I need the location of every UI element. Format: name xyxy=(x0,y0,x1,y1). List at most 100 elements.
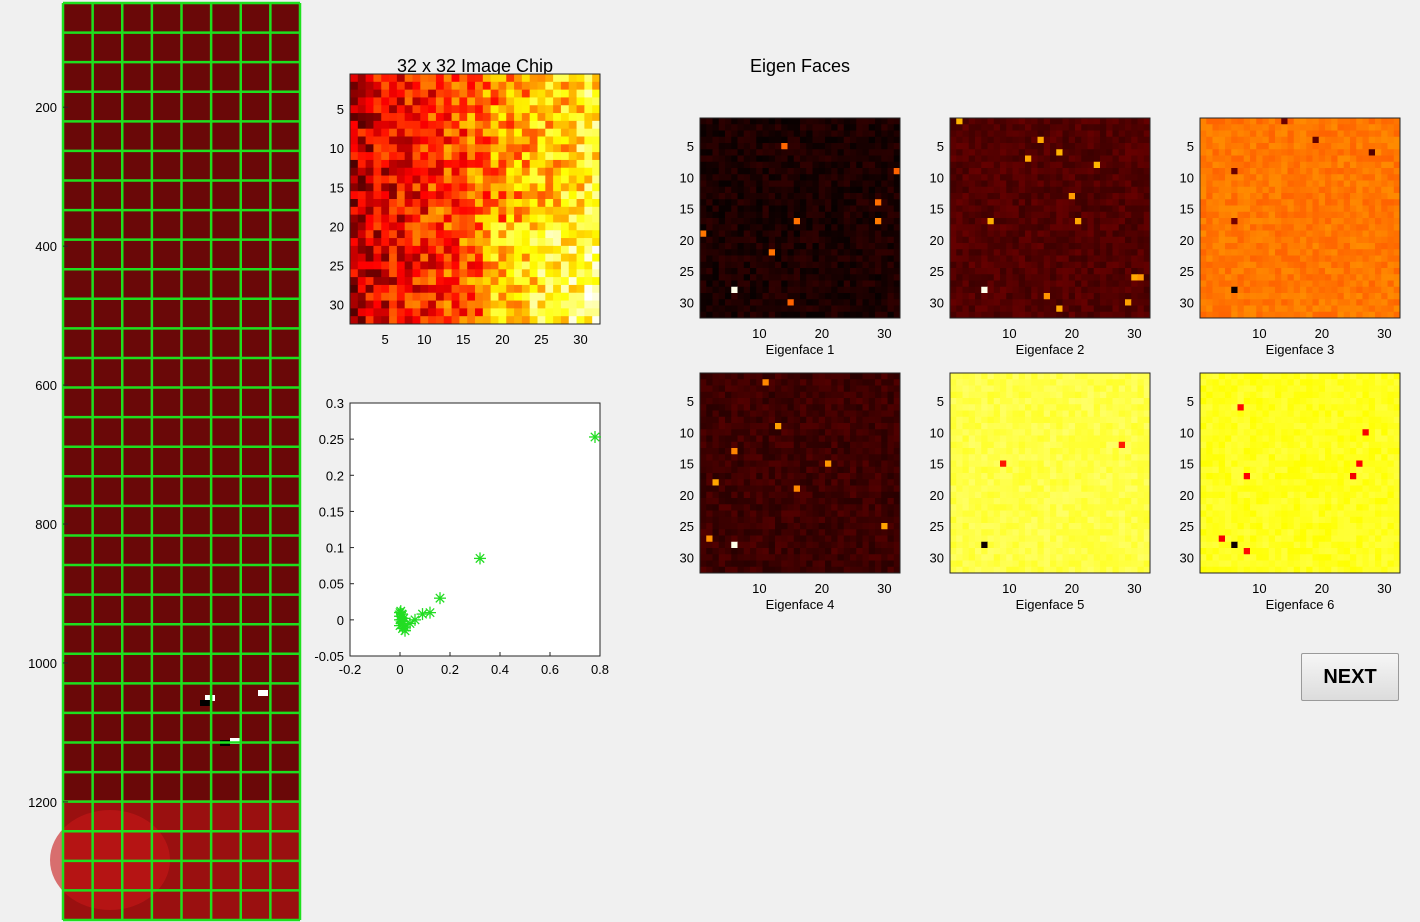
eigenface-cell xyxy=(706,466,713,474)
eigenface-cell xyxy=(1118,305,1126,313)
eigenface-cell xyxy=(712,130,720,138)
eigenface-cell xyxy=(1331,174,1338,181)
chip-cell xyxy=(357,175,367,184)
eigenface-cell xyxy=(856,379,863,386)
eigenface-cell xyxy=(1275,218,1282,225)
eigenface-cell xyxy=(868,305,876,313)
eigenface-cell xyxy=(1275,293,1282,300)
chip-cell xyxy=(490,284,499,294)
eigenface-cell xyxy=(1225,249,1232,256)
eigenface-cell xyxy=(1081,268,1088,275)
eigenface-frame xyxy=(1199,117,1401,319)
eigenface-cell xyxy=(1037,236,1045,244)
chip-cell xyxy=(459,191,468,200)
chip-cell xyxy=(451,300,460,309)
eigenface-cell xyxy=(1262,305,1270,313)
eigenface-cell xyxy=(975,186,982,194)
chip-cell xyxy=(584,167,593,177)
eigenface-cell xyxy=(1318,274,1326,281)
eigenface-cell xyxy=(1093,311,1101,319)
eigenface-cell xyxy=(768,391,776,399)
eigenface-cell xyxy=(981,199,988,206)
chip-cell xyxy=(451,89,460,98)
chip-cell xyxy=(373,284,382,294)
chip-cell xyxy=(529,144,538,153)
eigenface-cell xyxy=(1225,218,1232,225)
eigenface-cell xyxy=(1081,243,1088,250)
eigenface-cell xyxy=(975,180,982,188)
eigenface-cell xyxy=(718,491,726,499)
eigenface-cell xyxy=(968,243,976,250)
eigenface-cell xyxy=(1062,249,1070,256)
eigenface-cell xyxy=(1312,224,1320,231)
eigenface-cell xyxy=(1137,118,1145,125)
eigenface-cell xyxy=(1200,155,1207,163)
eigenface-cell xyxy=(1050,199,1057,206)
eigenface-cell xyxy=(800,398,807,405)
eigenface-cell xyxy=(887,491,895,499)
eigenface-cell xyxy=(843,149,851,156)
eigenface-cell xyxy=(893,416,901,424)
eigenface-cell xyxy=(818,305,826,313)
chip-cell xyxy=(498,175,507,184)
eigenface-cell xyxy=(881,473,888,480)
eigenface-cell xyxy=(887,504,895,511)
eigenface-cell xyxy=(750,168,757,175)
eigenface-cell xyxy=(756,255,763,263)
eigenface-cell xyxy=(1225,236,1232,244)
eigenface-cell xyxy=(800,230,807,238)
eigenface-cell xyxy=(1231,186,1238,194)
eigenface-cell xyxy=(743,230,751,238)
eigenface-cell xyxy=(1350,255,1357,263)
eigenface-cell xyxy=(1137,180,1145,188)
eigenface-cell xyxy=(731,498,738,505)
chip-cell xyxy=(451,74,460,83)
eigenface-cell xyxy=(743,261,751,269)
eigenface-cell xyxy=(787,168,795,175)
eigenface-cell xyxy=(1237,286,1245,294)
eigenface-cell xyxy=(1318,224,1326,231)
eigenface-cell xyxy=(875,504,882,511)
chip-cell xyxy=(396,292,406,302)
chip-cell xyxy=(459,253,468,262)
eigenface-cell xyxy=(712,136,720,144)
eigenface-cell xyxy=(762,498,770,505)
eigenface-cell xyxy=(1275,305,1282,313)
eigenface-cell xyxy=(781,255,788,263)
chip-cell xyxy=(482,81,492,91)
eigenface-cell xyxy=(831,373,838,380)
chip-cell xyxy=(592,128,601,137)
chip-cell xyxy=(529,89,538,98)
chip-cell xyxy=(553,238,562,247)
eigenface-cell xyxy=(787,274,795,281)
eigenface-cell xyxy=(887,174,895,181)
eigenface-cell xyxy=(1343,305,1351,313)
eigenface-cell xyxy=(893,373,901,380)
eigenface-cell xyxy=(1231,168,1238,175)
eigenface-cell xyxy=(743,286,751,294)
eigenface-cell xyxy=(775,149,782,156)
eigenface-cell xyxy=(1281,305,1288,313)
chip-cell xyxy=(592,136,601,145)
eigenface-cell xyxy=(1300,149,1307,156)
eigenface-cell xyxy=(831,286,838,294)
eigenface-cell xyxy=(806,193,813,200)
eigenface-cell xyxy=(1262,211,1270,219)
eigenface-ytick-label: 25 xyxy=(680,264,694,279)
eigenface-cell xyxy=(843,404,851,411)
chip-cell xyxy=(537,120,546,130)
eigenface-cell xyxy=(981,274,988,281)
eigenface-cell xyxy=(781,199,788,206)
chip-cell xyxy=(396,277,406,286)
eigenface-cell xyxy=(875,435,882,443)
chip-cell xyxy=(560,128,570,137)
eigenface-cell xyxy=(1393,293,1401,300)
eigenface-cell xyxy=(737,243,745,250)
eigenface-cell xyxy=(1000,186,1007,194)
eigenface-cell xyxy=(731,193,738,200)
chip-cell xyxy=(381,81,390,91)
chip-cell xyxy=(381,316,390,325)
eigenface-cell xyxy=(1275,236,1282,244)
chip-cell xyxy=(576,308,585,317)
eigenface-cell xyxy=(1081,124,1088,131)
